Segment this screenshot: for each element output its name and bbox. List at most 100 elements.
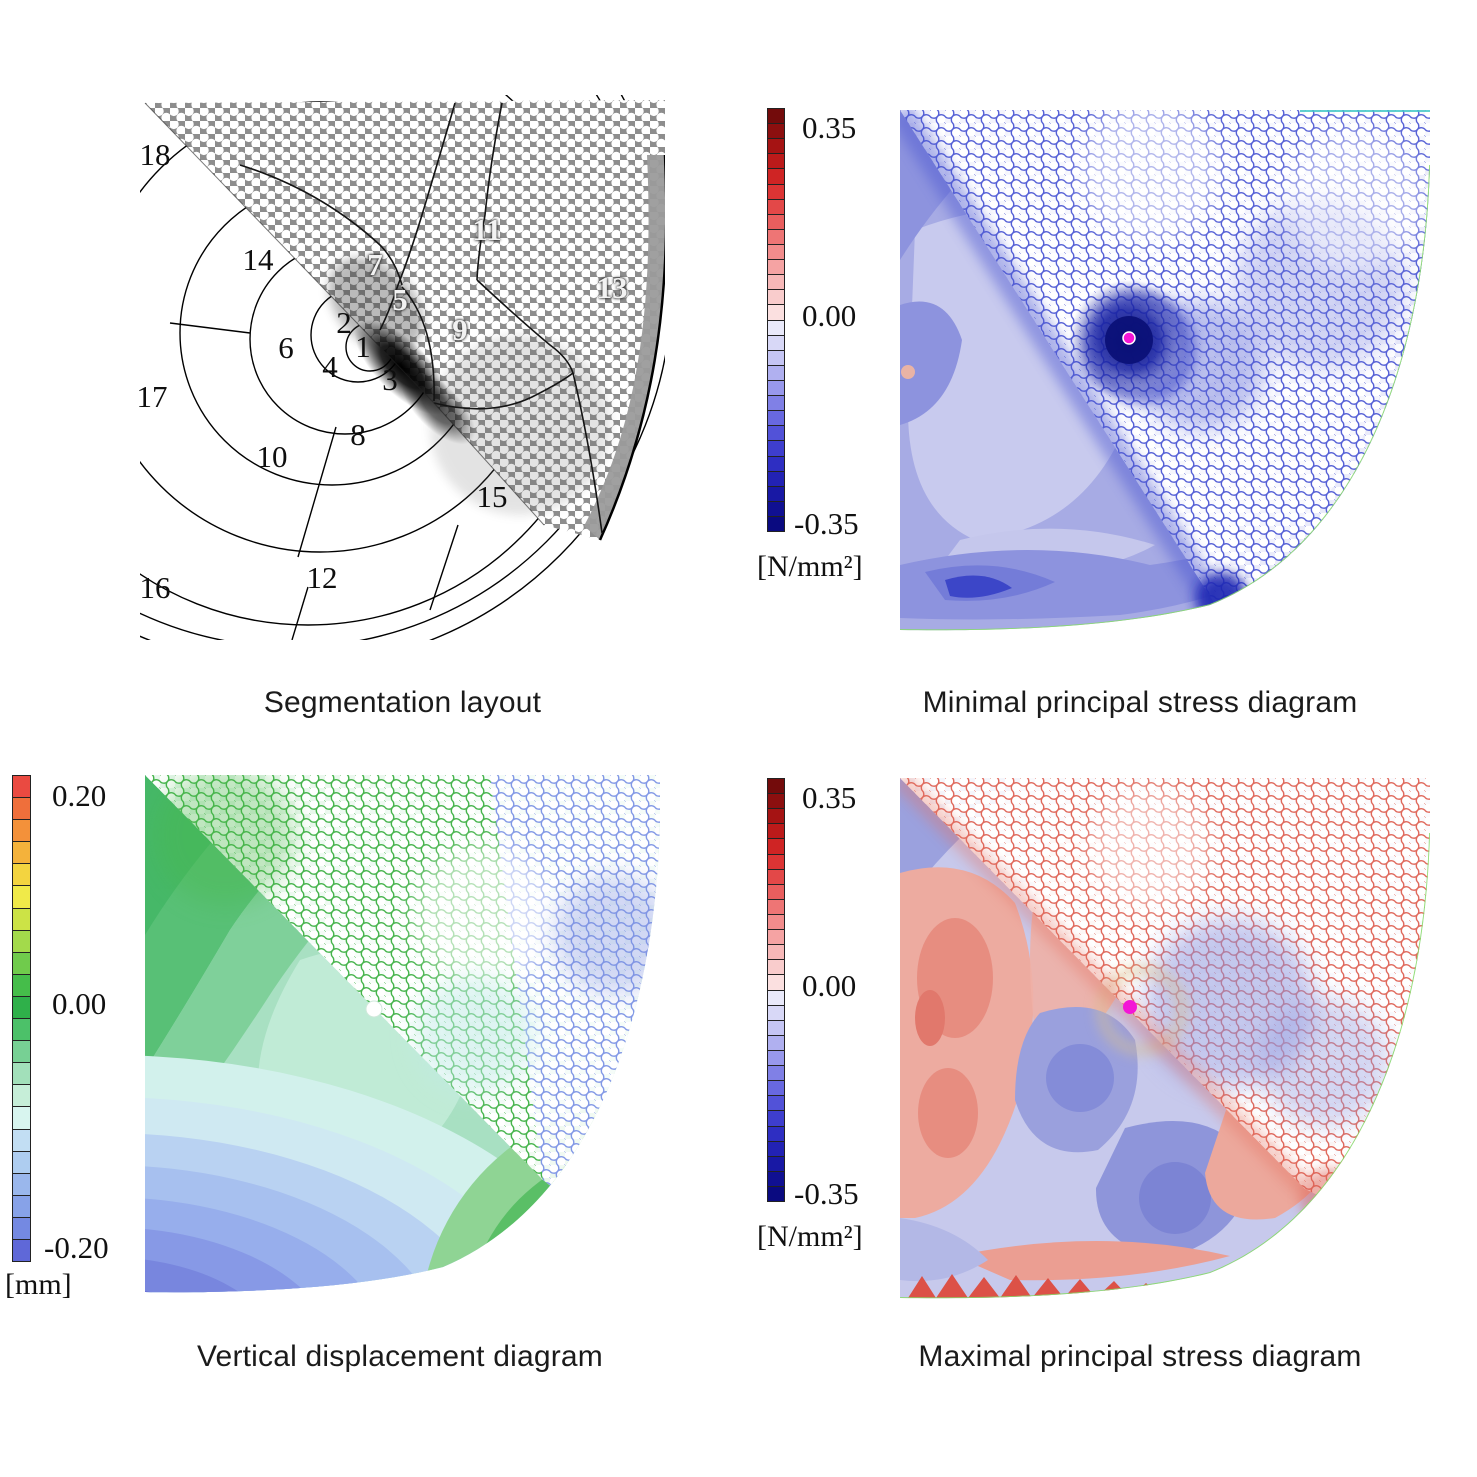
colorbar-cell [13, 1195, 30, 1218]
min-stress-colorbar [767, 108, 785, 532]
colorbar-cell [13, 864, 30, 887]
colorbar-cell [768, 854, 784, 870]
colorbar-cell [768, 486, 784, 502]
colorbar-cell [13, 1151, 30, 1174]
colorbar-cell [768, 1126, 784, 1142]
min-stress-zero-label: 0.00 [802, 298, 857, 333]
colorbar-cell [768, 214, 784, 230]
colorbar-cell [13, 996, 30, 1020]
max-stress-unit-label: [N/mm²] [757, 1220, 863, 1253]
colorbar-cell [13, 930, 30, 953]
colorbar-cell [13, 1107, 30, 1130]
displacement-figure [145, 775, 660, 1293]
colorbar-cell [768, 199, 784, 215]
colorbar-cell [768, 899, 784, 915]
min-stress-caption: Minimal principal stress diagram [922, 686, 1358, 719]
segmentation-figure [140, 95, 665, 640]
colorbar-cell [13, 1129, 30, 1152]
colorbar-cell [13, 886, 30, 909]
max-stress-min-label: -0.35 [794, 1176, 859, 1211]
colorbar-cell [13, 1217, 30, 1240]
colorbar-cell [768, 1005, 784, 1021]
colorbar-cell [768, 779, 784, 795]
colorbar-cell [768, 426, 784, 442]
colorbar-cell [768, 184, 784, 200]
colorbar-cell [13, 974, 30, 997]
colorbar-cell [768, 260, 784, 276]
load-point-marker [1123, 1000, 1137, 1014]
colorbar-cell [768, 516, 784, 532]
max-stress-zero-label: 0.00 [802, 968, 857, 1003]
colorbar-cell [768, 335, 784, 351]
max-stress-figure [900, 778, 1430, 1299]
displacement-panel [145, 775, 660, 1300]
load-point-marker [1122, 331, 1136, 345]
colorbar-cell [768, 1050, 784, 1067]
mesh-diagonal-edge [144, 102, 545, 526]
hole-marker [365, 1000, 383, 1018]
displacement-bands [145, 1055, 625, 1293]
colorbar-cell [768, 930, 784, 946]
displacement-unit-label: [mm] [5, 1268, 72, 1301]
colorbar-cell [13, 820, 30, 843]
colorbar-cell [768, 275, 784, 291]
colorbar-cell [768, 1171, 784, 1187]
colorbar-cell [13, 1041, 30, 1064]
colorbar-cell [768, 914, 784, 931]
colorbar-cell [13, 1173, 30, 1196]
colorbar-cell [768, 501, 784, 517]
colorbar-cell [768, 244, 784, 261]
min-stress-min-label: -0.35 [794, 506, 859, 541]
displacement-caption: Vertical displacement diagram [197, 1340, 603, 1373]
colorbar-cell [768, 139, 784, 155]
colorbar-cell [768, 456, 784, 472]
colorbar-cell [768, 169, 784, 185]
displacement-zero-label: 0.00 [52, 986, 107, 1021]
min-stress-max-label: 0.35 [802, 110, 857, 145]
colorbar-cell [768, 1035, 784, 1051]
min-stress-panel [900, 110, 1430, 632]
colorbar-cell [768, 1156, 784, 1172]
colorbar-cell [768, 290, 784, 306]
max-stress-max-label: 0.35 [802, 780, 857, 815]
colorbar-cell [768, 396, 784, 412]
mesh-overlay [145, 775, 660, 1203]
colorbar-cell [768, 945, 784, 961]
colorbar-cell [13, 1239, 30, 1262]
colorbar-cell [768, 1186, 784, 1202]
segmentation-caption: Segmentation layout [263, 686, 542, 719]
solid-rim-band [584, 155, 665, 540]
colorbar-cell [13, 776, 30, 799]
colorbar-cell [768, 154, 784, 170]
colorbar-cell [768, 1066, 784, 1082]
colorbar-cell [768, 869, 784, 885]
colorbar-cell [13, 908, 30, 931]
mesh-overlay [900, 778, 1430, 1228]
colorbar-cell [768, 809, 784, 825]
colorbar-cell [768, 305, 784, 321]
colorbar-cell [768, 229, 784, 245]
colorbar-cell [768, 975, 784, 991]
colorbar-cell [13, 952, 30, 975]
colorbar-cell [768, 1081, 784, 1097]
colorbar-cell [768, 380, 784, 397]
min-stress-unit-label: [N/mm²] [757, 550, 863, 583]
colorbar-cell [768, 1020, 784, 1036]
colorbar-cell [768, 1096, 784, 1112]
colorbar-cell [768, 109, 784, 125]
max-stress-caption: Maximal principal stress diagram [918, 1340, 1362, 1373]
colorbar-cell [13, 842, 30, 865]
green-boundary-line [900, 164, 1430, 631]
mesh-segment-boundaries [239, 102, 603, 534]
colorbar-cell [768, 350, 784, 366]
min-stress-figure [900, 110, 1430, 631]
colorbar-cell [768, 960, 784, 976]
colorbar-cell [768, 441, 784, 457]
displacement-colorbar [12, 775, 31, 1262]
colorbar-cell [768, 990, 784, 1006]
colorbar-cell [768, 1141, 784, 1157]
colorbar-cell [13, 798, 30, 821]
colorbar-cell [768, 794, 784, 810]
segmentation-panel: 1 2 3 4 5 6 7 8 9 10 11 12 13 14 15 16 17 18 [137, 95, 665, 640]
